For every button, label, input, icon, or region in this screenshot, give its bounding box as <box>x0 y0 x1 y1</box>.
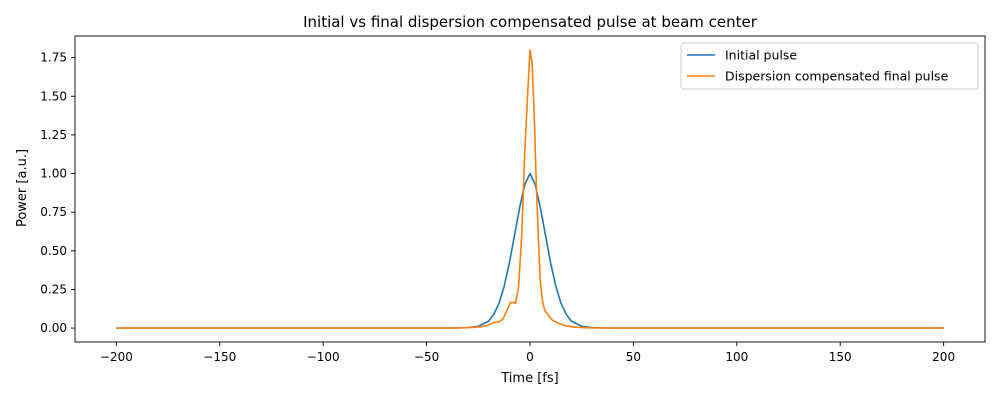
x-axis-label: Time [fs] <box>500 371 558 386</box>
x-tick-label: 100 <box>725 350 748 364</box>
chart-title: Initial vs final dispersion compensated … <box>303 13 758 31</box>
y-tick-label: 1.25 <box>40 128 67 142</box>
y-tick-label: 0.00 <box>40 321 67 335</box>
legend-box <box>680 42 979 90</box>
x-tick-label: −150 <box>203 350 236 364</box>
y-axis-label: Power [a.u.] <box>15 149 30 227</box>
x-tick-label: −100 <box>307 350 340 364</box>
series-line-0 <box>116 172 944 329</box>
y-tick-label: 0.50 <box>40 244 67 258</box>
y-tick-label: 1.50 <box>40 89 67 103</box>
y-tick-label: 1.00 <box>40 167 67 181</box>
series-line-1 <box>116 49 944 329</box>
y-tick-label: 1.75 <box>40 51 67 65</box>
legend-label-1: Dispersion compensated final pulse <box>725 69 949 84</box>
x-tick-label: 150 <box>829 350 852 364</box>
legend: Initial pulse Dispersion compensated fina… <box>680 42 979 90</box>
x-tick-label: 200 <box>932 350 955 364</box>
x-tick-label: −200 <box>100 350 133 364</box>
x-tick-label: 50 <box>626 350 641 364</box>
legend-label-0: Initial pulse <box>725 48 797 63</box>
x-tick-label: 0 <box>526 350 534 364</box>
x-tick-label: −50 <box>414 350 439 364</box>
y-tick-label: 0.75 <box>40 205 67 219</box>
plot-area: −200 −150 −100 −50 0 50 100 150 200 0.00 0.25 0.50 0… <box>40 35 986 364</box>
y-tick-label: 0.25 <box>40 282 67 296</box>
